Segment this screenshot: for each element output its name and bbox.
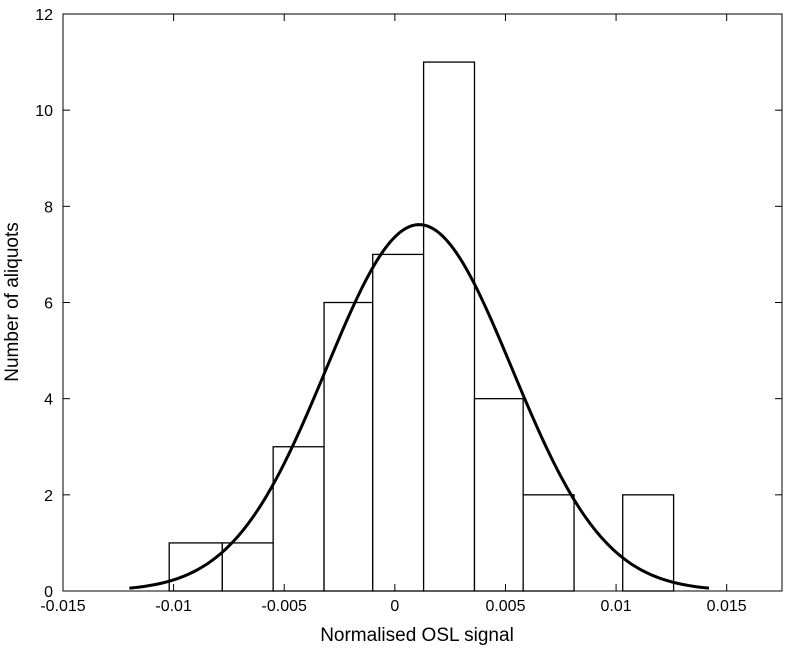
histogram-bar-9 <box>622 494 675 592</box>
histogram-bar-7 <box>522 494 575 592</box>
histogram-bar-1 <box>221 542 274 592</box>
x-tick-label-0: -0.015 <box>40 598 85 615</box>
axis-ticks: -0.015 -0.01 -0.005 0 0.005 0.01 0.015 0 2 4 6 8 10 1… <box>35 7 782 615</box>
y-tick-label-0: 0 <box>44 584 53 601</box>
y-tick-label-2: 4 <box>44 392 53 409</box>
x-tick-label-5: 0.01 <box>601 598 632 615</box>
x-tick-label-3: 0 <box>390 598 399 615</box>
x-tick-label-4: 0.005 <box>485 598 525 615</box>
y-tick-label-5: 10 <box>35 103 53 120</box>
histogram-bar-5 <box>422 61 476 592</box>
histogram-bar-4 <box>372 253 425 592</box>
x-tick-label-1: -0.01 <box>155 598 192 615</box>
histogram-bar-6 <box>473 398 524 592</box>
y-tick-label-6: 12 <box>35 7 53 24</box>
histogram-bars <box>168 61 675 592</box>
gaussian-fit-curve <box>129 223 710 590</box>
histogram-bar-0 <box>168 542 223 592</box>
x-axis-label: Normalised OSL signal <box>320 625 514 646</box>
y-axis-label: Number of aliquots <box>2 222 23 381</box>
y-tick-label-1: 2 <box>44 488 53 505</box>
x-tick-label-6: 0.015 <box>707 598 747 615</box>
y-tick-label-3: 6 <box>44 296 53 313</box>
x-tick-label-2: -0.005 <box>262 598 307 615</box>
histogram-bar-3 <box>323 301 374 592</box>
y-tick-label-4: 8 <box>44 199 53 216</box>
